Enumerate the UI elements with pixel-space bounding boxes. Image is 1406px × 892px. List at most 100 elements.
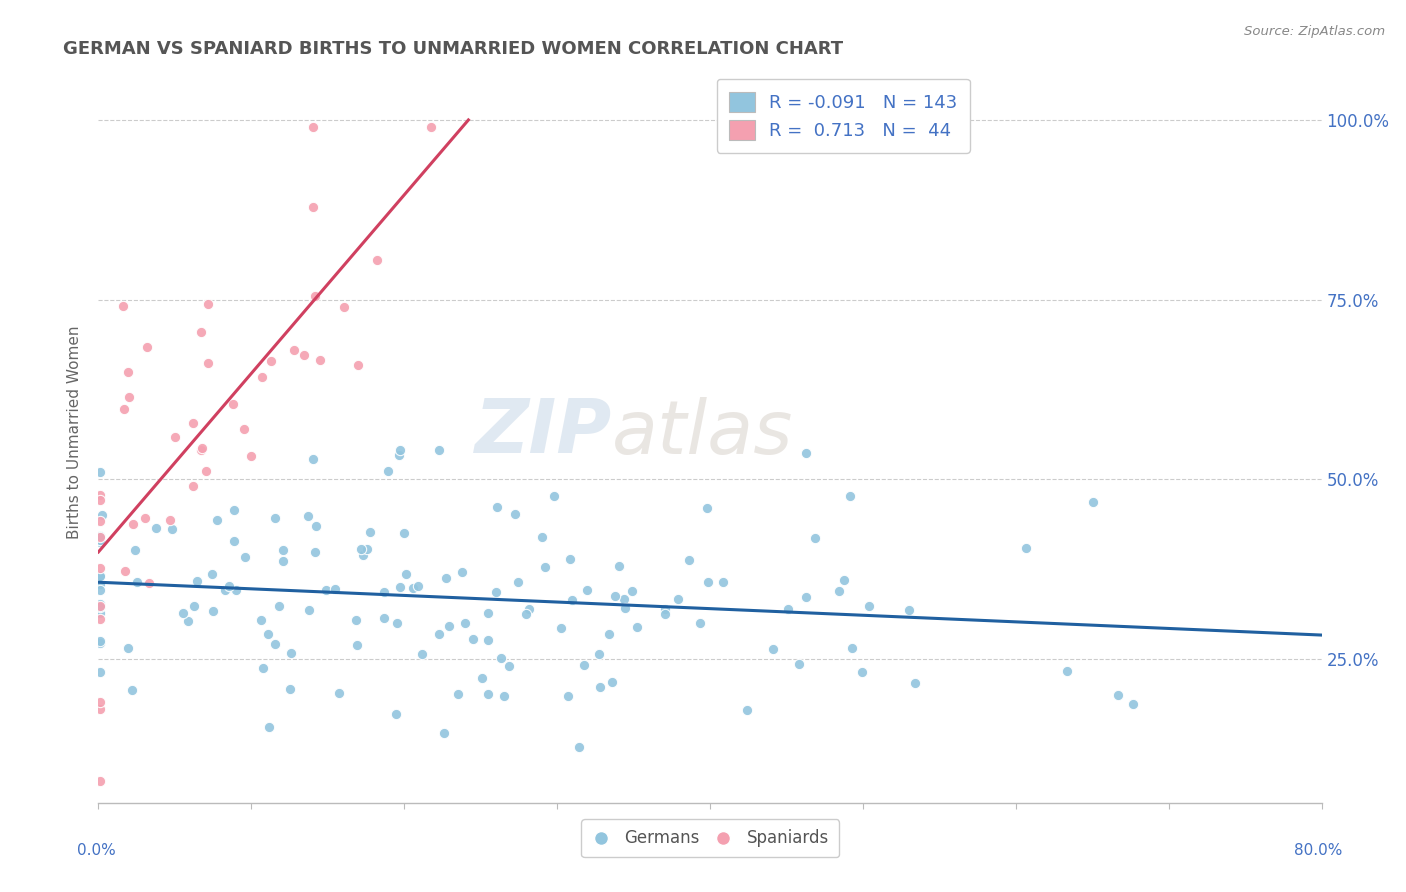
Point <box>373 611 395 625</box>
Point <box>301 200 323 214</box>
Point <box>118 390 141 404</box>
Point <box>117 641 139 656</box>
Point <box>531 530 554 544</box>
Point <box>827 584 849 599</box>
Point <box>794 446 817 460</box>
Point <box>89 695 111 709</box>
Point <box>89 529 111 543</box>
Point <box>557 689 579 703</box>
Point <box>250 613 273 627</box>
Point <box>89 582 111 597</box>
Point <box>121 516 143 531</box>
Point <box>385 615 408 630</box>
Point <box>136 340 159 354</box>
Point <box>89 665 111 679</box>
Point <box>385 706 408 721</box>
Point <box>89 535 111 549</box>
Point <box>263 637 285 651</box>
Point <box>159 513 181 527</box>
Point <box>515 607 537 621</box>
Point <box>89 568 111 582</box>
Point <box>485 500 508 514</box>
Point <box>356 542 378 557</box>
Point <box>90 508 112 523</box>
Point <box>232 422 254 436</box>
Point <box>666 592 689 607</box>
Point <box>297 509 319 524</box>
Point <box>776 602 799 616</box>
Point <box>304 544 326 558</box>
Point <box>114 564 136 578</box>
Point <box>222 533 245 548</box>
Point <box>550 621 572 635</box>
Point <box>323 582 346 596</box>
Point <box>138 576 160 591</box>
Point <box>301 120 323 135</box>
Point <box>89 530 111 544</box>
Point <box>89 465 111 479</box>
Point <box>165 430 187 444</box>
Point <box>787 657 810 671</box>
Point <box>838 490 860 504</box>
Point <box>346 638 368 652</box>
Point <box>89 597 111 611</box>
Point <box>333 300 356 314</box>
Point <box>427 627 450 641</box>
Point <box>366 253 388 268</box>
Point <box>395 567 418 582</box>
Point <box>904 675 927 690</box>
Point <box>434 571 457 585</box>
Point <box>221 397 243 411</box>
Point <box>111 299 134 313</box>
Point <box>897 603 920 617</box>
Y-axis label: Births to Unmarried Women: Births to Unmarried Women <box>67 326 83 540</box>
Point <box>218 579 240 593</box>
Point <box>260 353 283 368</box>
Point <box>575 582 598 597</box>
Point <box>298 603 321 617</box>
Point <box>264 511 287 525</box>
Text: 80.0%: 80.0% <box>1295 843 1343 858</box>
Text: ZIP: ZIP <box>475 396 612 469</box>
Point <box>201 604 224 618</box>
Point <box>271 554 294 568</box>
Point <box>503 507 526 521</box>
Point <box>420 120 443 135</box>
Point <box>433 726 456 740</box>
Point <box>89 599 111 613</box>
Point <box>278 681 301 696</box>
Point <box>377 464 399 478</box>
Point <box>183 599 205 613</box>
Point <box>344 613 367 627</box>
Point <box>477 606 499 620</box>
Point <box>224 503 246 517</box>
Point <box>191 441 214 455</box>
Point <box>696 574 718 589</box>
Point <box>561 592 583 607</box>
Point <box>392 525 415 540</box>
Point <box>451 565 474 579</box>
Point <box>558 552 581 566</box>
Point <box>373 585 395 599</box>
Point <box>309 352 332 367</box>
Point <box>302 451 325 466</box>
Point <box>519 602 541 616</box>
Point <box>252 661 274 675</box>
Point <box>427 442 450 457</box>
Point <box>794 591 817 605</box>
Point <box>121 682 143 697</box>
Point <box>257 720 280 734</box>
Point <box>613 592 636 607</box>
Point <box>1107 688 1129 702</box>
Point <box>621 584 644 599</box>
Point <box>689 616 711 631</box>
Point <box>89 561 111 575</box>
Point <box>696 501 718 516</box>
Point <box>112 401 135 416</box>
Point <box>841 640 863 655</box>
Point <box>304 289 326 303</box>
Point <box>350 541 373 556</box>
Point <box>207 513 229 527</box>
Point <box>858 599 880 613</box>
Point <box>89 599 111 614</box>
